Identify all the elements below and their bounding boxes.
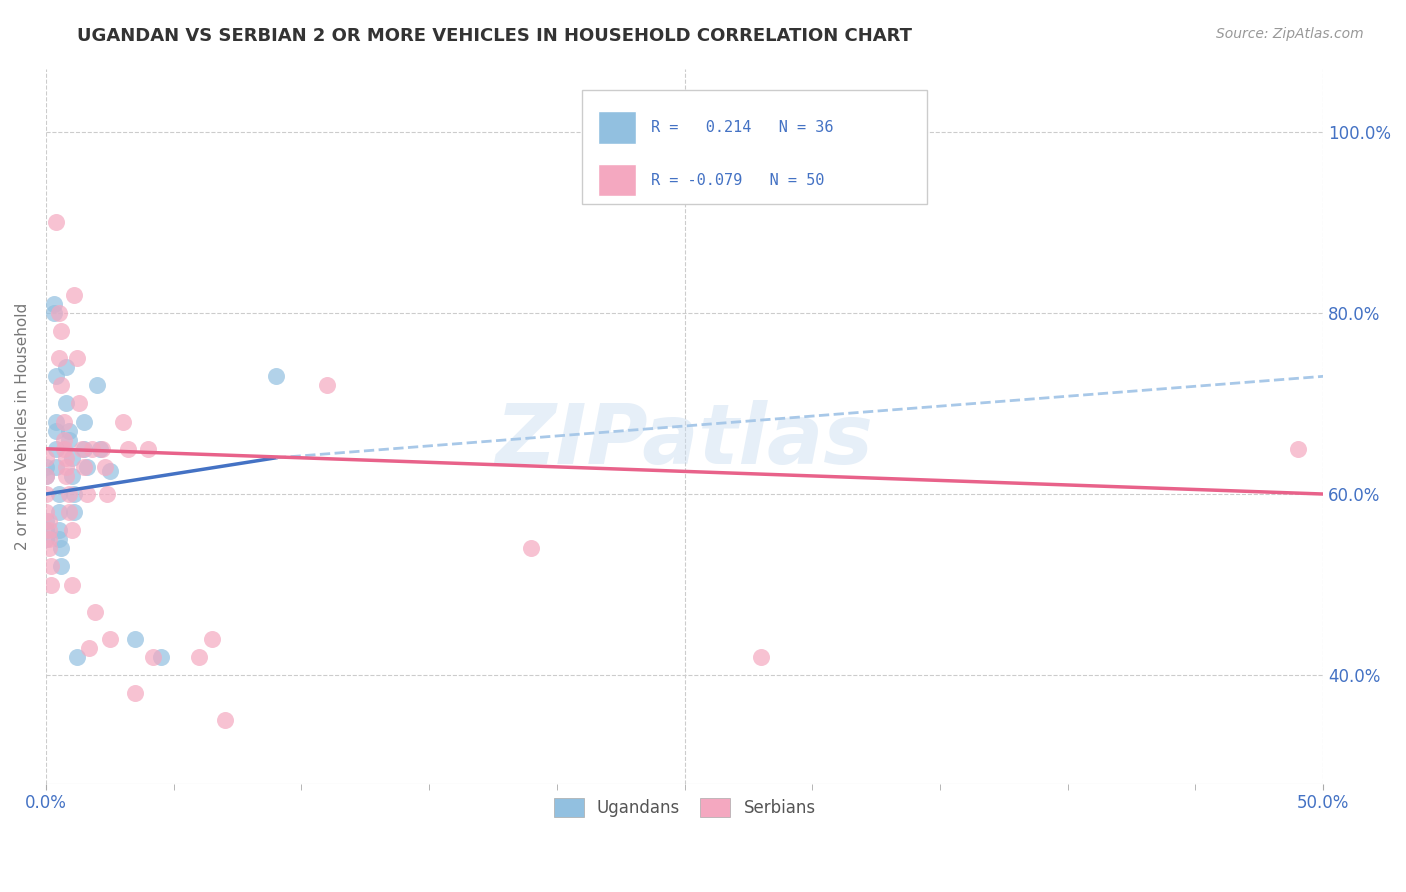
Point: [63, 505, 86, 519]
Point: [55, 360, 77, 375]
Text: R = -0.079   N = 50: R = -0.079 N = 50: [651, 172, 825, 187]
Point: [52, 442, 75, 456]
Point: [45, 424, 67, 438]
Point: [60, 469, 83, 483]
Point: [48, 533, 70, 547]
Point: [79, 640, 101, 655]
Point: [520, 541, 543, 556]
Point: [188, 650, 211, 665]
Point: [48, 306, 70, 320]
Point: [38, 541, 60, 556]
Point: [45, 215, 67, 229]
Point: [51, 541, 73, 556]
Point: [65, 650, 87, 665]
Point: [60, 523, 83, 537]
Point: [76, 459, 98, 474]
Point: [45, 369, 67, 384]
Point: [35, 533, 58, 547]
Point: [76, 487, 98, 501]
Point: [98, 464, 121, 478]
Point: [35, 523, 58, 537]
Point: [316, 378, 339, 392]
Point: [63, 487, 86, 501]
Point: [86, 378, 108, 392]
Bar: [598, 112, 636, 144]
Point: [48, 505, 70, 519]
Point: [55, 450, 77, 465]
Point: [39, 577, 62, 591]
Point: [45, 442, 67, 456]
Point: [80, 442, 103, 456]
FancyBboxPatch shape: [582, 90, 927, 204]
Point: [73, 459, 96, 474]
Point: [60, 450, 83, 465]
Legend: Ugandans, Serbians: Ugandans, Serbians: [546, 789, 824, 825]
Point: [201, 632, 224, 646]
Point: [91, 442, 114, 456]
Point: [749, 650, 772, 665]
Point: [83, 605, 105, 619]
Point: [55, 459, 77, 474]
Point: [35, 469, 58, 483]
Point: [58, 487, 80, 501]
Point: [58, 424, 80, 438]
Point: [48, 351, 70, 366]
Point: [52, 415, 75, 429]
Point: [124, 686, 146, 700]
Point: [65, 351, 87, 366]
Point: [35, 505, 58, 519]
Point: [35, 487, 58, 501]
Point: [63, 288, 86, 302]
Point: [52, 433, 75, 447]
Point: [51, 559, 73, 574]
Text: R =   0.214   N = 36: R = 0.214 N = 36: [651, 120, 834, 135]
Point: [264, 369, 287, 384]
Point: [73, 442, 96, 456]
Point: [55, 396, 77, 410]
Point: [38, 533, 60, 547]
Point: [35, 450, 58, 465]
Point: [38, 523, 60, 537]
Point: [73, 415, 96, 429]
Point: [48, 487, 70, 501]
Y-axis label: 2 or more Vehicles in Household: 2 or more Vehicles in Household: [15, 302, 30, 549]
Text: ZIPatlas: ZIPatlas: [496, 400, 873, 481]
Point: [142, 650, 165, 665]
Point: [96, 487, 118, 501]
Point: [70, 442, 93, 456]
Point: [214, 714, 236, 728]
Point: [35, 469, 58, 483]
Point: [38, 514, 60, 528]
Point: [60, 577, 83, 591]
Point: [98, 632, 121, 646]
Point: [42, 306, 65, 320]
Point: [93, 459, 115, 474]
Text: UGANDAN VS SERBIAN 2 OR MORE VEHICLES IN HOUSEHOLD CORRELATION CHART: UGANDAN VS SERBIAN 2 OR MORE VEHICLES IN…: [77, 27, 912, 45]
Point: [39, 559, 62, 574]
Bar: [598, 163, 636, 196]
Point: [58, 505, 80, 519]
Point: [42, 297, 65, 311]
Point: [55, 469, 77, 483]
Point: [136, 442, 159, 456]
Point: [1286, 442, 1309, 456]
Point: [51, 324, 73, 338]
Point: [124, 632, 146, 646]
Point: [48, 523, 70, 537]
Point: [117, 442, 139, 456]
Point: [35, 514, 58, 528]
Text: Source: ZipAtlas.com: Source: ZipAtlas.com: [1216, 27, 1364, 41]
Point: [35, 459, 58, 474]
Point: [45, 415, 67, 429]
Point: [89, 442, 111, 456]
Point: [58, 433, 80, 447]
Point: [45, 459, 67, 474]
Point: [67, 396, 90, 410]
Point: [51, 378, 73, 392]
Point: [111, 415, 134, 429]
Point: [149, 650, 172, 665]
